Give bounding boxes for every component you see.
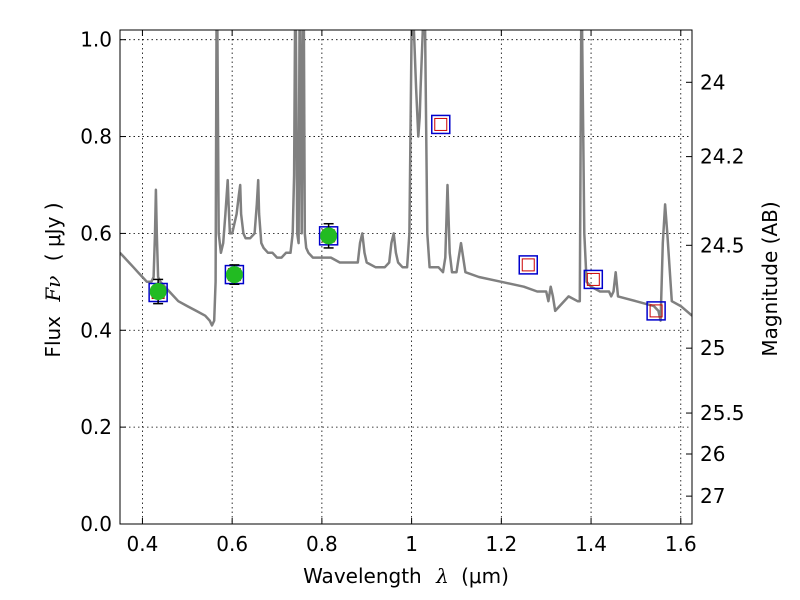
y2-axis-label: Magnitude (AB)	[758, 201, 782, 356]
y-tick-label-0: 0.0	[80, 512, 112, 536]
y-axis-label-symbol: Fν	[41, 276, 65, 303]
model-box-4	[518, 255, 539, 275]
model-box-inner-5	[586, 272, 600, 286]
y-tick-label-1: 0.2	[80, 415, 112, 439]
y-tick-label-5: 1.0	[80, 28, 112, 52]
y-axis-label: Flux Fν ( μJy )	[41, 202, 65, 357]
spectrum	[120, 30, 692, 327]
y-tick-label-4: 0.8	[80, 125, 112, 149]
plot-frame	[119, 29, 693, 525]
mag-tick-label-4: 25.5	[700, 401, 745, 425]
mag-tick-label-2: 24.5	[700, 233, 745, 257]
mag-tick-label-5: 26	[700, 442, 725, 466]
model-box-inner-3	[434, 117, 448, 131]
y-tick-label-2: 0.4	[80, 318, 112, 342]
x-axis-label: Wavelength λ (μm)	[303, 564, 509, 588]
x-tick-label-5: 1.4	[575, 532, 607, 556]
spectrum-line	[120, 30, 692, 327]
model-box-3	[431, 114, 451, 135]
grid	[120, 30, 692, 525]
photometry-points	[148, 114, 666, 321]
observed-point-1	[225, 266, 243, 284]
x-tick-label-2: 0.8	[306, 532, 338, 556]
x-tick-label-4: 1.2	[485, 532, 517, 556]
y-axis-label-prefix: Flux	[41, 316, 65, 358]
y-axis-label-unit: ( μJy )	[41, 202, 65, 261]
mag-tick-label-0: 24	[700, 70, 725, 94]
x-tick-label-3: 1	[405, 532, 418, 556]
mag-tick-label-3: 25	[700, 336, 725, 360]
model-box-5	[583, 269, 604, 290]
model-box-inner-6	[649, 304, 663, 318]
mag-tick-label-6: 27	[700, 484, 725, 508]
x-axis-label-prefix: Wavelength	[303, 564, 422, 588]
x-axis-label-symbol: λ	[435, 564, 449, 588]
observed-point-2	[320, 227, 338, 245]
x-tick-label-6: 1.6	[665, 532, 697, 556]
x-axis-label-unit: (μm)	[461, 564, 509, 588]
x-tick-label-1: 0.6	[216, 532, 248, 556]
x-tick-label-0: 0.4	[127, 532, 159, 556]
model-box-inner-4	[521, 258, 535, 272]
observed-point-0	[149, 283, 167, 301]
axis-ticks: 0.4 0.6 0.8 1 1.2 1.4 1.6 0.0 0.2 0.4 0.6 0.8 1.0 24 2…	[80, 28, 744, 556]
model-box-6	[646, 301, 666, 321]
mag-tick-label-1: 24.2	[700, 145, 745, 169]
y-tick-label-3: 0.6	[80, 221, 112, 245]
